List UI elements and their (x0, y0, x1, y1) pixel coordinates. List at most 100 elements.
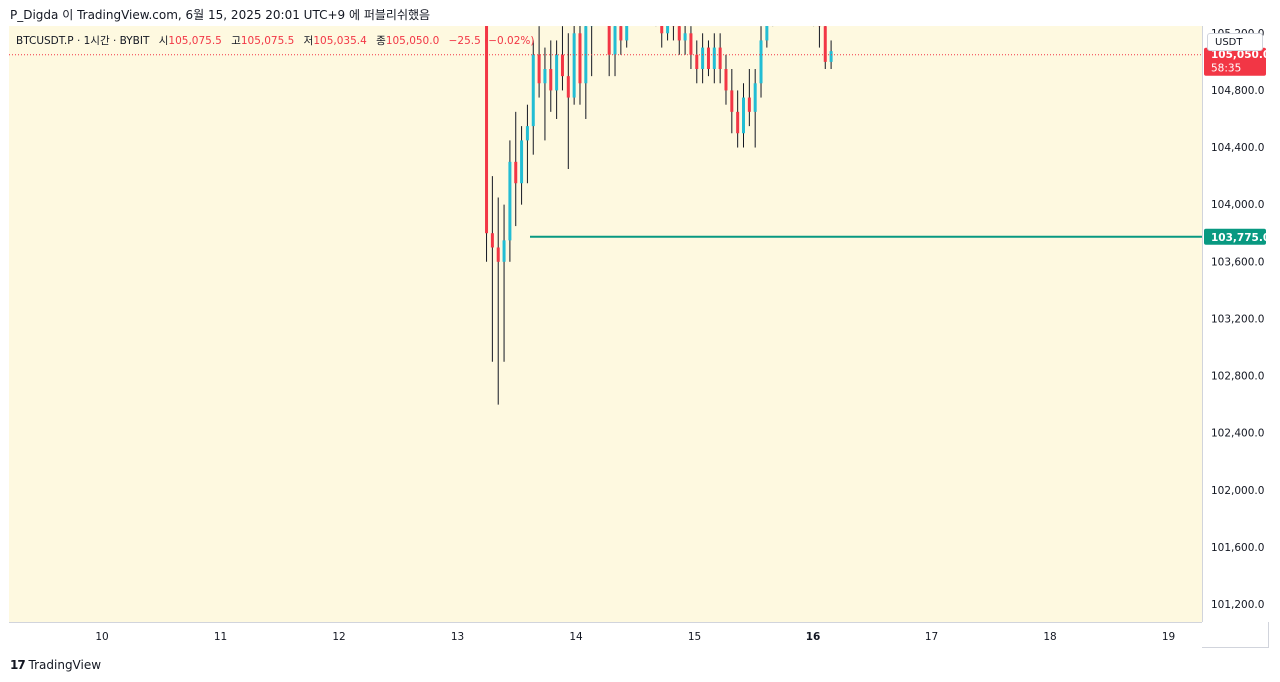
candle (578, 26, 582, 105)
candle (753, 69, 757, 148)
y-tick-label: 101,600.0 (1211, 542, 1264, 554)
candle (706, 40, 710, 77)
bar-countdown: 58:35 (1211, 63, 1241, 75)
candle-body (677, 26, 681, 41)
candle (777, 0, 780, 19)
candle-body (543, 69, 547, 84)
legend-open-label: 시 (158, 35, 169, 47)
candle-body (520, 140, 524, 184)
candle-body (607, 26, 611, 55)
candle-body (712, 47, 716, 69)
candle (631, 0, 634, 12)
tradingview-logo-icon: 17 (10, 658, 26, 672)
x-tick-label: 12 (332, 631, 345, 643)
candle-body (701, 47, 705, 69)
candle (783, 0, 786, 12)
candle (543, 47, 547, 141)
candle (660, 26, 664, 48)
level-price-value: 103,775.0 (1211, 232, 1270, 244)
time-axis[interactable] (9, 622, 1202, 648)
candle-body (490, 233, 494, 248)
candle (596, 0, 599, 12)
current-price-tag: 105,050.0 58:35 (1204, 47, 1270, 76)
candle (712, 33, 716, 84)
candle-body (59, 0, 62, 5)
y-tick-label: 102,400.0 (1211, 428, 1264, 440)
candle-body (502, 240, 506, 262)
candle (823, 26, 827, 69)
candle (496, 197, 500, 405)
level-price-tag-bg (1204, 228, 1266, 245)
price-axis[interactable] (1202, 26, 1269, 622)
candle (759, 26, 763, 98)
candle (607, 26, 611, 77)
candle-body (753, 83, 757, 112)
candle (65, 0, 68, 12)
candle-body (625, 26, 629, 41)
legend-symbol[interactable]: BTCUSDT.P · 1시간 · BYBIT (16, 35, 150, 47)
candle-body (817, 26, 821, 27)
candle-body (590, 26, 594, 27)
candle-body (812, 0, 815, 12)
currency-button[interactable]: USDT (1207, 33, 1263, 51)
candle (765, 26, 769, 48)
candle-body (508, 161, 512, 241)
candle-body (689, 33, 693, 55)
legend-high: 105,075.5 (240, 35, 295, 47)
y-tick-label: 103,200.0 (1211, 313, 1264, 325)
legend-low: 105,035.4 (313, 35, 367, 47)
candle (508, 140, 512, 262)
candle (812, 0, 815, 27)
candle-body (706, 47, 710, 69)
candle-body (724, 69, 728, 91)
x-tick-label: 19 (1162, 631, 1175, 643)
candle-body (666, 26, 670, 34)
candle-body (613, 26, 617, 55)
candle (724, 54, 728, 105)
candle-body (485, 26, 489, 234)
candle-body (730, 90, 734, 112)
tradingview-brand-name: TradingView (28, 658, 102, 672)
plot-area[interactable] (9, 26, 1202, 622)
tradingview-logo[interactable]: 17 TradingView (10, 658, 101, 672)
candle-body (771, 5, 774, 12)
candle (572, 26, 576, 105)
candle-body (566, 76, 570, 98)
y-tick-label: 104,400.0 (1211, 142, 1264, 154)
legend-low-label: 저 (303, 35, 314, 47)
candle (683, 26, 687, 55)
candle (566, 33, 570, 169)
candle-body (514, 161, 518, 184)
y-tick-label: 102,000.0 (1211, 485, 1264, 497)
candle-body (742, 97, 745, 134)
candle-body (619, 26, 623, 41)
x-tick-label: 13 (451, 631, 464, 643)
current-price-value: 105,050.0 (1211, 49, 1270, 61)
candle-body (765, 26, 769, 41)
candle (485, 26, 489, 262)
candle (613, 26, 617, 77)
candle-body (777, 0, 780, 5)
candle (747, 69, 751, 127)
candle-body (65, 0, 68, 5)
candle (520, 126, 524, 205)
x-tick-label: 17 (925, 631, 938, 643)
y-tick-label: 104,000.0 (1211, 199, 1264, 211)
y-tick-label: 104,800.0 (1211, 85, 1264, 97)
candle (730, 69, 734, 134)
candle (602, 0, 605, 19)
candle-body (537, 54, 541, 84)
candle (584, 26, 588, 119)
level-price-tag: 103,775.0 (1204, 228, 1270, 245)
candle-body (602, 0, 605, 5)
candle (677, 26, 681, 55)
y-tick-label: 101,200.0 (1211, 599, 1264, 611)
candle-body (525, 126, 529, 141)
candle-body (695, 54, 699, 69)
candle-body (759, 40, 763, 84)
candle-body (747, 97, 751, 112)
candle-body (596, 0, 599, 5)
x-tick-label: 14 (569, 631, 583, 643)
candle-body (549, 69, 553, 91)
candle (525, 104, 529, 184)
